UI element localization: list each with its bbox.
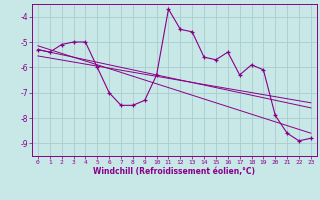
X-axis label: Windchill (Refroidissement éolien,°C): Windchill (Refroidissement éolien,°C) (93, 167, 255, 176)
